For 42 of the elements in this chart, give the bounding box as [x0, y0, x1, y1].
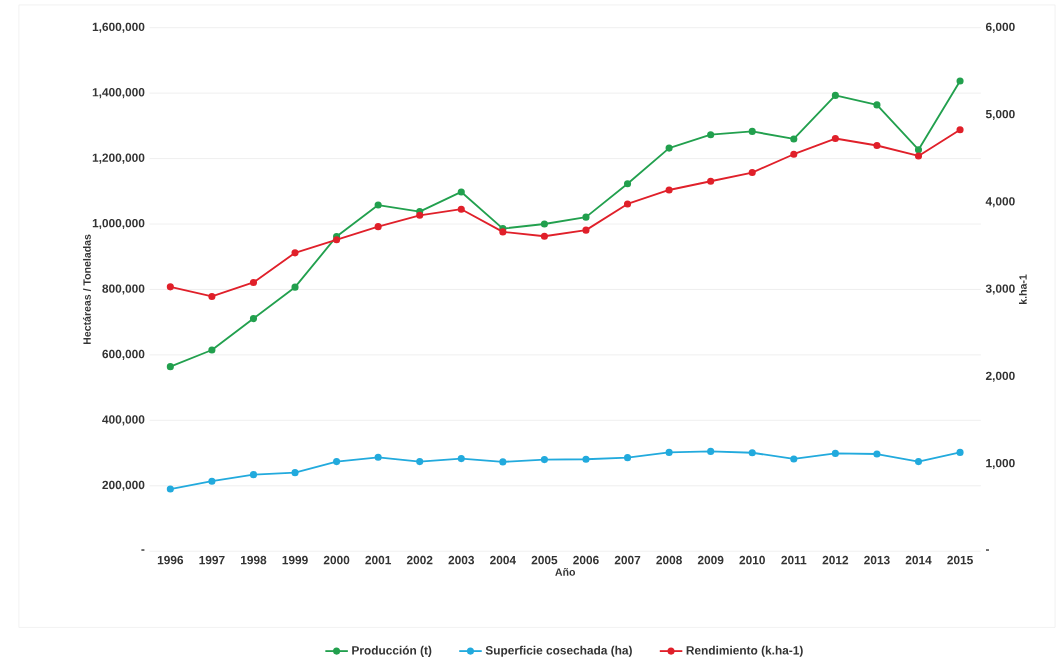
legend-label: Producción (t): [352, 645, 432, 658]
x-tick-label: 2008: [656, 556, 682, 565]
y2-tick-label: -: [985, 549, 989, 551]
y-tick-label: 1,400,000: [92, 88, 145, 99]
x-tick-label: 2014: [905, 556, 932, 565]
x-tick-label: 2005: [531, 556, 558, 565]
y2-tick-label: 5,000: [985, 110, 1015, 121]
y-tick-label: 800,000: [102, 284, 145, 295]
x-tick-label: 2009: [697, 556, 724, 565]
y-tick-label: 1,000,000: [92, 219, 145, 230]
x-tick-label: 1999: [282, 556, 308, 565]
y2-tick-label: 1,000: [986, 459, 1015, 470]
y-axis-title: Hectáreas / Toneladas: [82, 234, 91, 345]
y-tick-label: 600,000: [102, 349, 145, 361]
x-tick-label: 1996: [157, 556, 184, 565]
y2-tick-label: 6,000: [985, 22, 1015, 33]
y-tick-label: 1,600,000: [92, 22, 145, 33]
y-tick-label: 200,000: [102, 480, 145, 491]
x-tick-label: 1997: [199, 556, 225, 565]
x-tick-label: 2015: [947, 556, 973, 565]
x-axis-title: Año: [555, 568, 576, 576]
y2-tick-label: 3,000: [985, 284, 1015, 295]
x-tick-label: 2003: [448, 556, 475, 565]
x-tick-label: 2006: [573, 556, 599, 565]
legend-label: Rendimiento (k.ha-1): [686, 645, 803, 658]
x-tick-label: 2002: [406, 556, 433, 565]
y-tick-label: -: [141, 549, 145, 551]
x-tick-label: 2010: [739, 556, 765, 565]
y-tick-label: 400,000: [102, 415, 145, 426]
x-tick-label: 2001: [365, 556, 392, 565]
x-tick-label: 2007: [614, 556, 641, 565]
y2-tick-label: 2,000: [985, 371, 1015, 382]
y2-tick-label: 4,000: [985, 197, 1015, 208]
x-tick-label: 2012: [822, 556, 849, 565]
legend-label: Superficie cosechada (ha): [485, 645, 632, 658]
x-tick-label: 1998: [241, 556, 267, 565]
x-tick-label: 2013: [864, 556, 890, 565]
x-tick-label: 2000: [323, 556, 350, 565]
y-tick-label: 1,200,000: [92, 153, 145, 164]
x-tick-label: 2004: [490, 556, 516, 565]
x-tick-label: 2011: [781, 556, 807, 565]
y2-axis-title: k.ha-1: [1019, 274, 1027, 305]
